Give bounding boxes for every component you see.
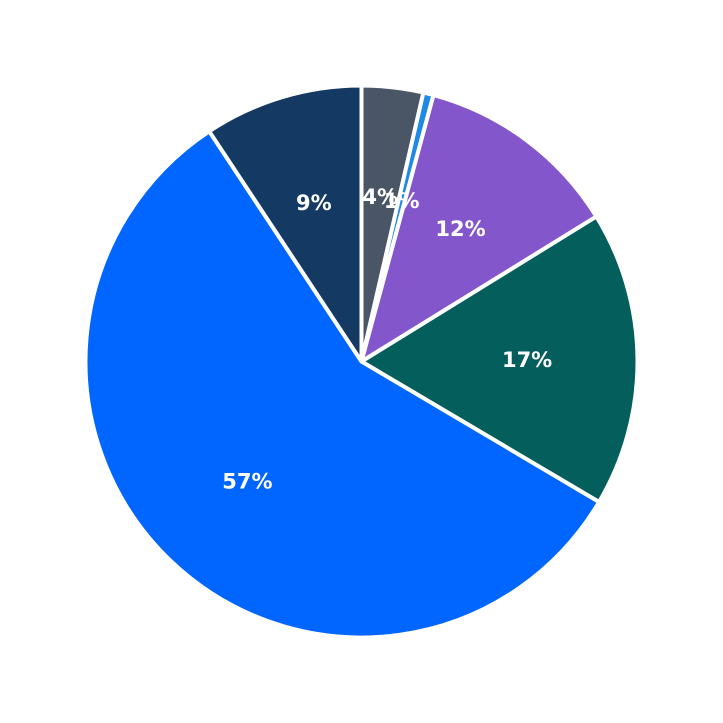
slice-label-3: 17% bbox=[502, 348, 552, 372]
pie-slice-3 bbox=[359, 214, 640, 504]
labels-layer: 4%1% 12% 17% 57% 9% bbox=[222, 185, 552, 494]
pie-slice-2 bbox=[359, 93, 599, 364]
pie-slice-4 bbox=[83, 129, 602, 640]
slice-label-4: 57% bbox=[222, 470, 272, 494]
slice-label-0: 4% bbox=[362, 185, 398, 209]
slice-label-5: 9% bbox=[296, 191, 332, 215]
slices-layer bbox=[83, 83, 640, 640]
slice-label-2: 12% bbox=[435, 217, 485, 241]
pie-slice-5 bbox=[207, 83, 364, 364]
slice-label-1: 1% bbox=[384, 189, 420, 213]
